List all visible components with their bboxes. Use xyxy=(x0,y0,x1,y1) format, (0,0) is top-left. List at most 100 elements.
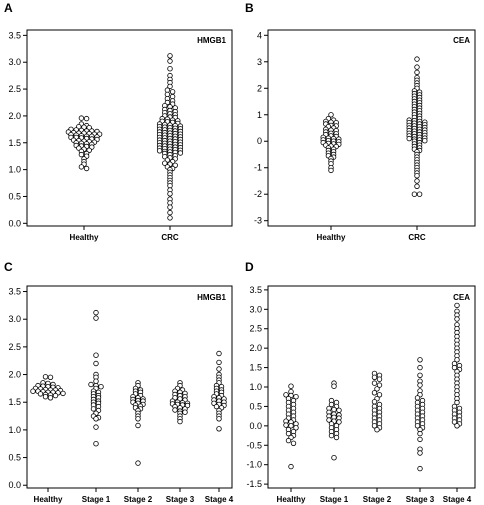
data-point xyxy=(290,440,297,446)
data-point xyxy=(422,137,428,144)
data-point xyxy=(78,164,85,170)
data-point xyxy=(293,394,299,400)
data-point xyxy=(90,406,97,412)
y-tick-label: 0.5 xyxy=(249,401,262,411)
category-label: Healthy xyxy=(277,495,306,504)
data-point xyxy=(177,150,184,156)
data-point xyxy=(93,352,99,358)
data-point xyxy=(169,89,176,95)
marker-label: HMGB1 xyxy=(197,293,226,302)
category-label: Stage 2 xyxy=(124,495,153,504)
y-tick-label: 0.5 xyxy=(8,191,21,201)
y-tick-label: 2.0 xyxy=(8,370,21,380)
data-point xyxy=(213,403,220,410)
data-point xyxy=(328,167,334,174)
data-point xyxy=(416,191,423,197)
data-point xyxy=(331,455,337,461)
data-point xyxy=(83,165,90,172)
data-point xyxy=(42,394,49,400)
category-label: Stage 1 xyxy=(320,495,349,504)
data-point xyxy=(451,419,458,425)
y-tick-label: 3.0 xyxy=(8,57,21,67)
data-point xyxy=(216,350,222,357)
data-point xyxy=(454,399,460,406)
data-point xyxy=(93,416,99,422)
data-point xyxy=(333,434,340,441)
y-tick-label: 3.5 xyxy=(249,285,262,295)
data-point xyxy=(285,437,292,444)
data-point xyxy=(47,395,54,401)
data-point xyxy=(371,380,378,386)
data-point xyxy=(288,383,294,389)
data-point xyxy=(376,376,383,382)
data-point xyxy=(411,191,418,197)
category-label: Stage 3 xyxy=(166,495,195,504)
y-tick-label: 0.0 xyxy=(249,421,262,431)
data-point xyxy=(285,430,292,437)
data-point xyxy=(98,384,104,390)
data-point xyxy=(293,425,299,431)
data-point xyxy=(182,409,188,415)
y-tick-label: 2.0 xyxy=(249,343,262,353)
data-point xyxy=(216,426,222,432)
panel-D: D CEA -1.5 -1.0 -0.5 0.0 0.5 1.0 1.5 2.0 2.5 3.0 3.5… xyxy=(245,260,476,504)
data-point xyxy=(156,148,163,154)
data-point xyxy=(414,423,421,429)
data-point xyxy=(451,364,458,371)
y-tick-label: -1 xyxy=(254,163,262,173)
data-point xyxy=(216,359,222,366)
category-label: Stage 2 xyxy=(363,495,392,504)
y-tick-label: -1.0 xyxy=(246,460,262,470)
data-point xyxy=(417,436,423,443)
data-point xyxy=(371,399,378,405)
data-point xyxy=(417,450,423,456)
category-label: Healthy xyxy=(70,233,99,242)
y-tick-label: -3 xyxy=(254,216,262,226)
marker-label: CEA xyxy=(453,36,470,45)
data-point xyxy=(414,172,420,179)
data-point xyxy=(376,382,383,388)
y-tick-label: 2.5 xyxy=(249,324,262,334)
data-point xyxy=(328,401,335,408)
category-label: Stage 4 xyxy=(205,495,234,504)
data-point xyxy=(331,383,337,389)
y-tick-label: 3.5 xyxy=(8,30,21,40)
data-point xyxy=(283,392,289,398)
data-point xyxy=(417,372,423,378)
data-point xyxy=(78,115,85,121)
data-point xyxy=(417,382,423,388)
data-point xyxy=(78,151,85,158)
data-point xyxy=(167,58,173,64)
data-point xyxy=(414,183,420,189)
y-tick-label: 1.5 xyxy=(249,363,262,373)
y-tick-label: 3.0 xyxy=(8,314,21,324)
y-tick-label: 0.0 xyxy=(8,480,21,490)
data-point xyxy=(414,56,420,62)
data-point xyxy=(371,390,378,396)
data-point xyxy=(283,422,289,428)
plot-frame xyxy=(26,285,233,489)
data-point xyxy=(326,417,332,423)
data-point xyxy=(414,69,420,76)
data-point xyxy=(172,407,178,413)
data-point xyxy=(52,392,59,399)
data-point xyxy=(417,357,423,363)
y-tick-label: 1 xyxy=(257,110,262,120)
data-point xyxy=(93,360,99,367)
data-point xyxy=(167,65,173,72)
data-point xyxy=(135,422,141,429)
data-point xyxy=(47,374,54,380)
data-point xyxy=(414,64,420,70)
data-point xyxy=(328,112,334,118)
data-point xyxy=(42,374,49,380)
data-point xyxy=(417,465,423,472)
y-tick-label: 0 xyxy=(257,136,262,146)
data-point xyxy=(414,178,420,184)
data-point xyxy=(417,364,423,371)
y-tick-label: 3 xyxy=(257,57,262,67)
data-point xyxy=(93,315,99,321)
panel-letter: B xyxy=(245,1,254,15)
data-point xyxy=(288,423,294,429)
y-tick-label: 2.5 xyxy=(8,342,21,352)
data-point xyxy=(406,135,412,142)
